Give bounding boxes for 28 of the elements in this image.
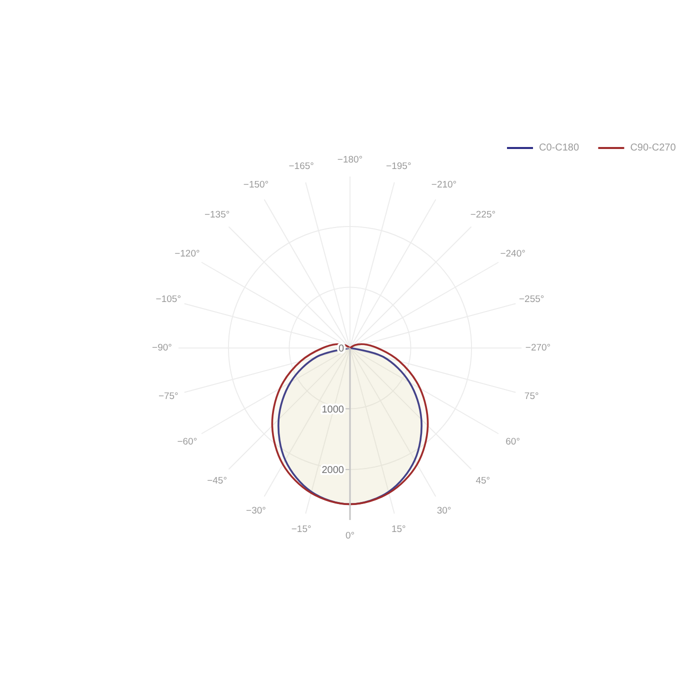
legend-label: C90-C270 bbox=[630, 142, 676, 154]
spoke-label: −75° bbox=[158, 391, 179, 402]
spoke-label: −45° bbox=[207, 475, 228, 486]
spoke-label: −105° bbox=[156, 294, 182, 305]
spoke-label: −210° bbox=[431, 180, 457, 191]
spoke-label: −30° bbox=[246, 505, 266, 516]
y-tick-label: 1000 bbox=[322, 404, 344, 416]
spoke-label: 75° bbox=[524, 391, 539, 402]
spoke-label: 15° bbox=[391, 524, 406, 536]
spoke-label: −165° bbox=[288, 160, 314, 172]
spoke-label: −120° bbox=[174, 248, 200, 260]
spoke-label: −15° bbox=[291, 524, 312, 536]
spoke-label: 30° bbox=[436, 505, 452, 516]
spoke-label: −270° bbox=[525, 342, 551, 354]
spoke-label: −150° bbox=[243, 180, 269, 191]
spoke-label: 45° bbox=[476, 475, 490, 486]
spoke-label: −255° bbox=[518, 294, 544, 305]
legend-label: C0-C180 bbox=[539, 142, 580, 154]
spoke-label: −180° bbox=[337, 154, 363, 166]
spoke-label: −195° bbox=[386, 160, 412, 172]
spoke-label: −225° bbox=[470, 210, 496, 221]
spoke-label: −90° bbox=[152, 342, 172, 354]
spoke-label: −240° bbox=[500, 248, 526, 260]
spoke-label: 60° bbox=[506, 436, 520, 448]
y-tick-label: 2000 bbox=[322, 465, 344, 476]
spoke-label: −135° bbox=[204, 210, 230, 221]
spoke-label: 0° bbox=[345, 530, 355, 542]
spoke-label: −60° bbox=[177, 436, 198, 448]
